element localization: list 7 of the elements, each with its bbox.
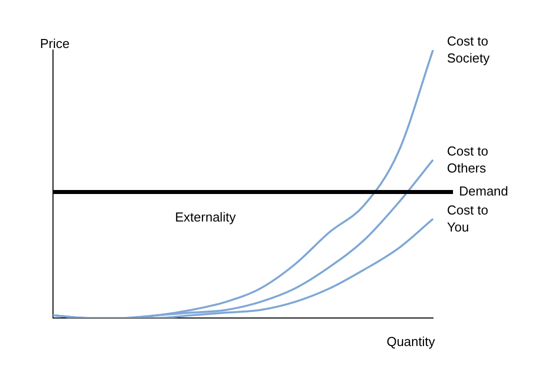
x-axis-title: Quantity	[386, 334, 436, 349]
series-label: Cost to You	[447, 202, 488, 234]
series-label: Cost to Others	[447, 143, 488, 176]
ref-line-label: Demand	[459, 184, 508, 199]
y-axis-title: Price	[40, 36, 70, 51]
series-label: Cost to Society	[447, 34, 490, 66]
annotation: Externality	[175, 210, 236, 225]
